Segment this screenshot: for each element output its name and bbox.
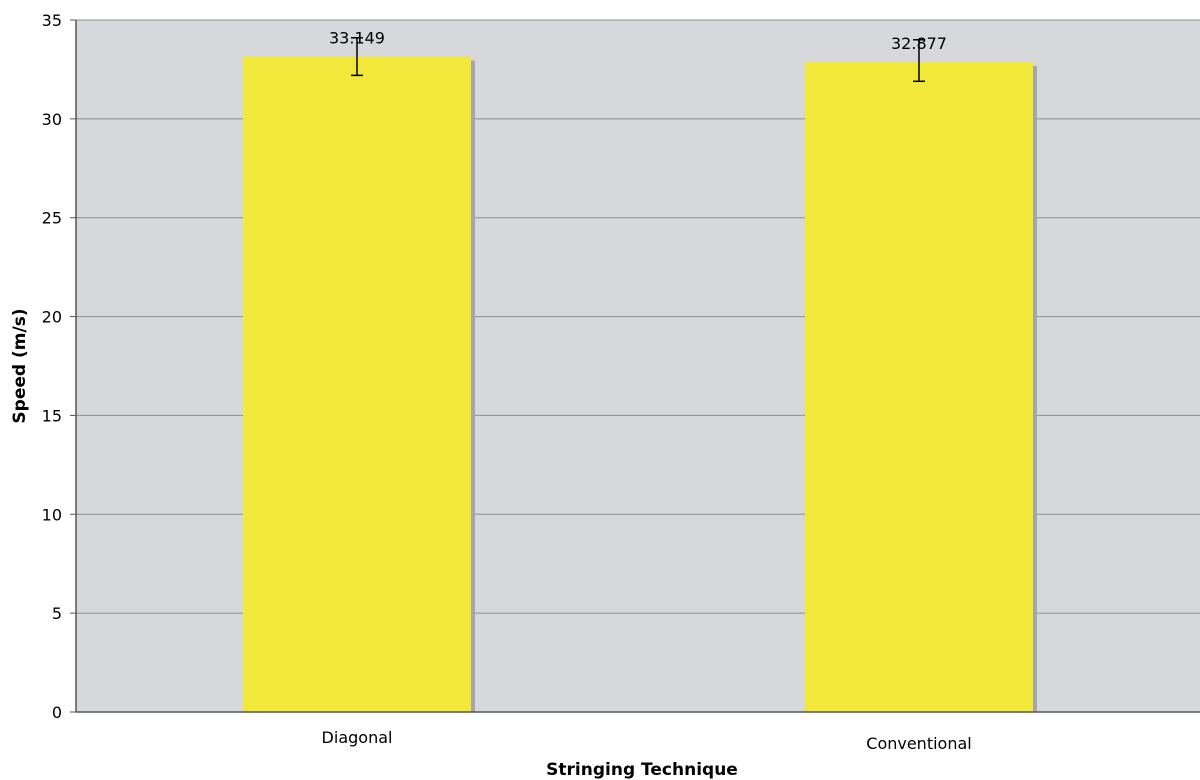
data-label: 33.149 xyxy=(329,29,385,48)
data-label: 32.877 xyxy=(891,34,947,53)
bar xyxy=(805,61,1033,713)
x-tick-label: Diagonal xyxy=(322,728,393,747)
y-tick-label: 30 xyxy=(42,110,62,129)
y-tick-label: 20 xyxy=(42,308,62,327)
bar xyxy=(243,56,471,712)
y-tick-label: 35 xyxy=(42,11,62,30)
x-axis-title: Stringing Technique xyxy=(546,760,738,780)
bars xyxy=(243,56,1037,713)
error-bars xyxy=(351,37,925,83)
y-tick-labels: 0 5 10 15 20 25 30 35 xyxy=(42,11,62,722)
y-axis-title: Speed (m/s) xyxy=(10,308,30,423)
y-tick-label: 5 xyxy=(52,604,62,623)
x-tick-labels: Diagonal Conventional xyxy=(322,728,972,753)
y-tick-label: 15 xyxy=(42,406,62,425)
x-tick-label: Conventional xyxy=(866,734,971,753)
y-tick-label: 25 xyxy=(42,209,62,228)
y-tick-label: 10 xyxy=(42,505,62,524)
data-labels: 33.149 32.877 xyxy=(329,29,947,53)
y-tick-label: 0 xyxy=(52,703,62,722)
